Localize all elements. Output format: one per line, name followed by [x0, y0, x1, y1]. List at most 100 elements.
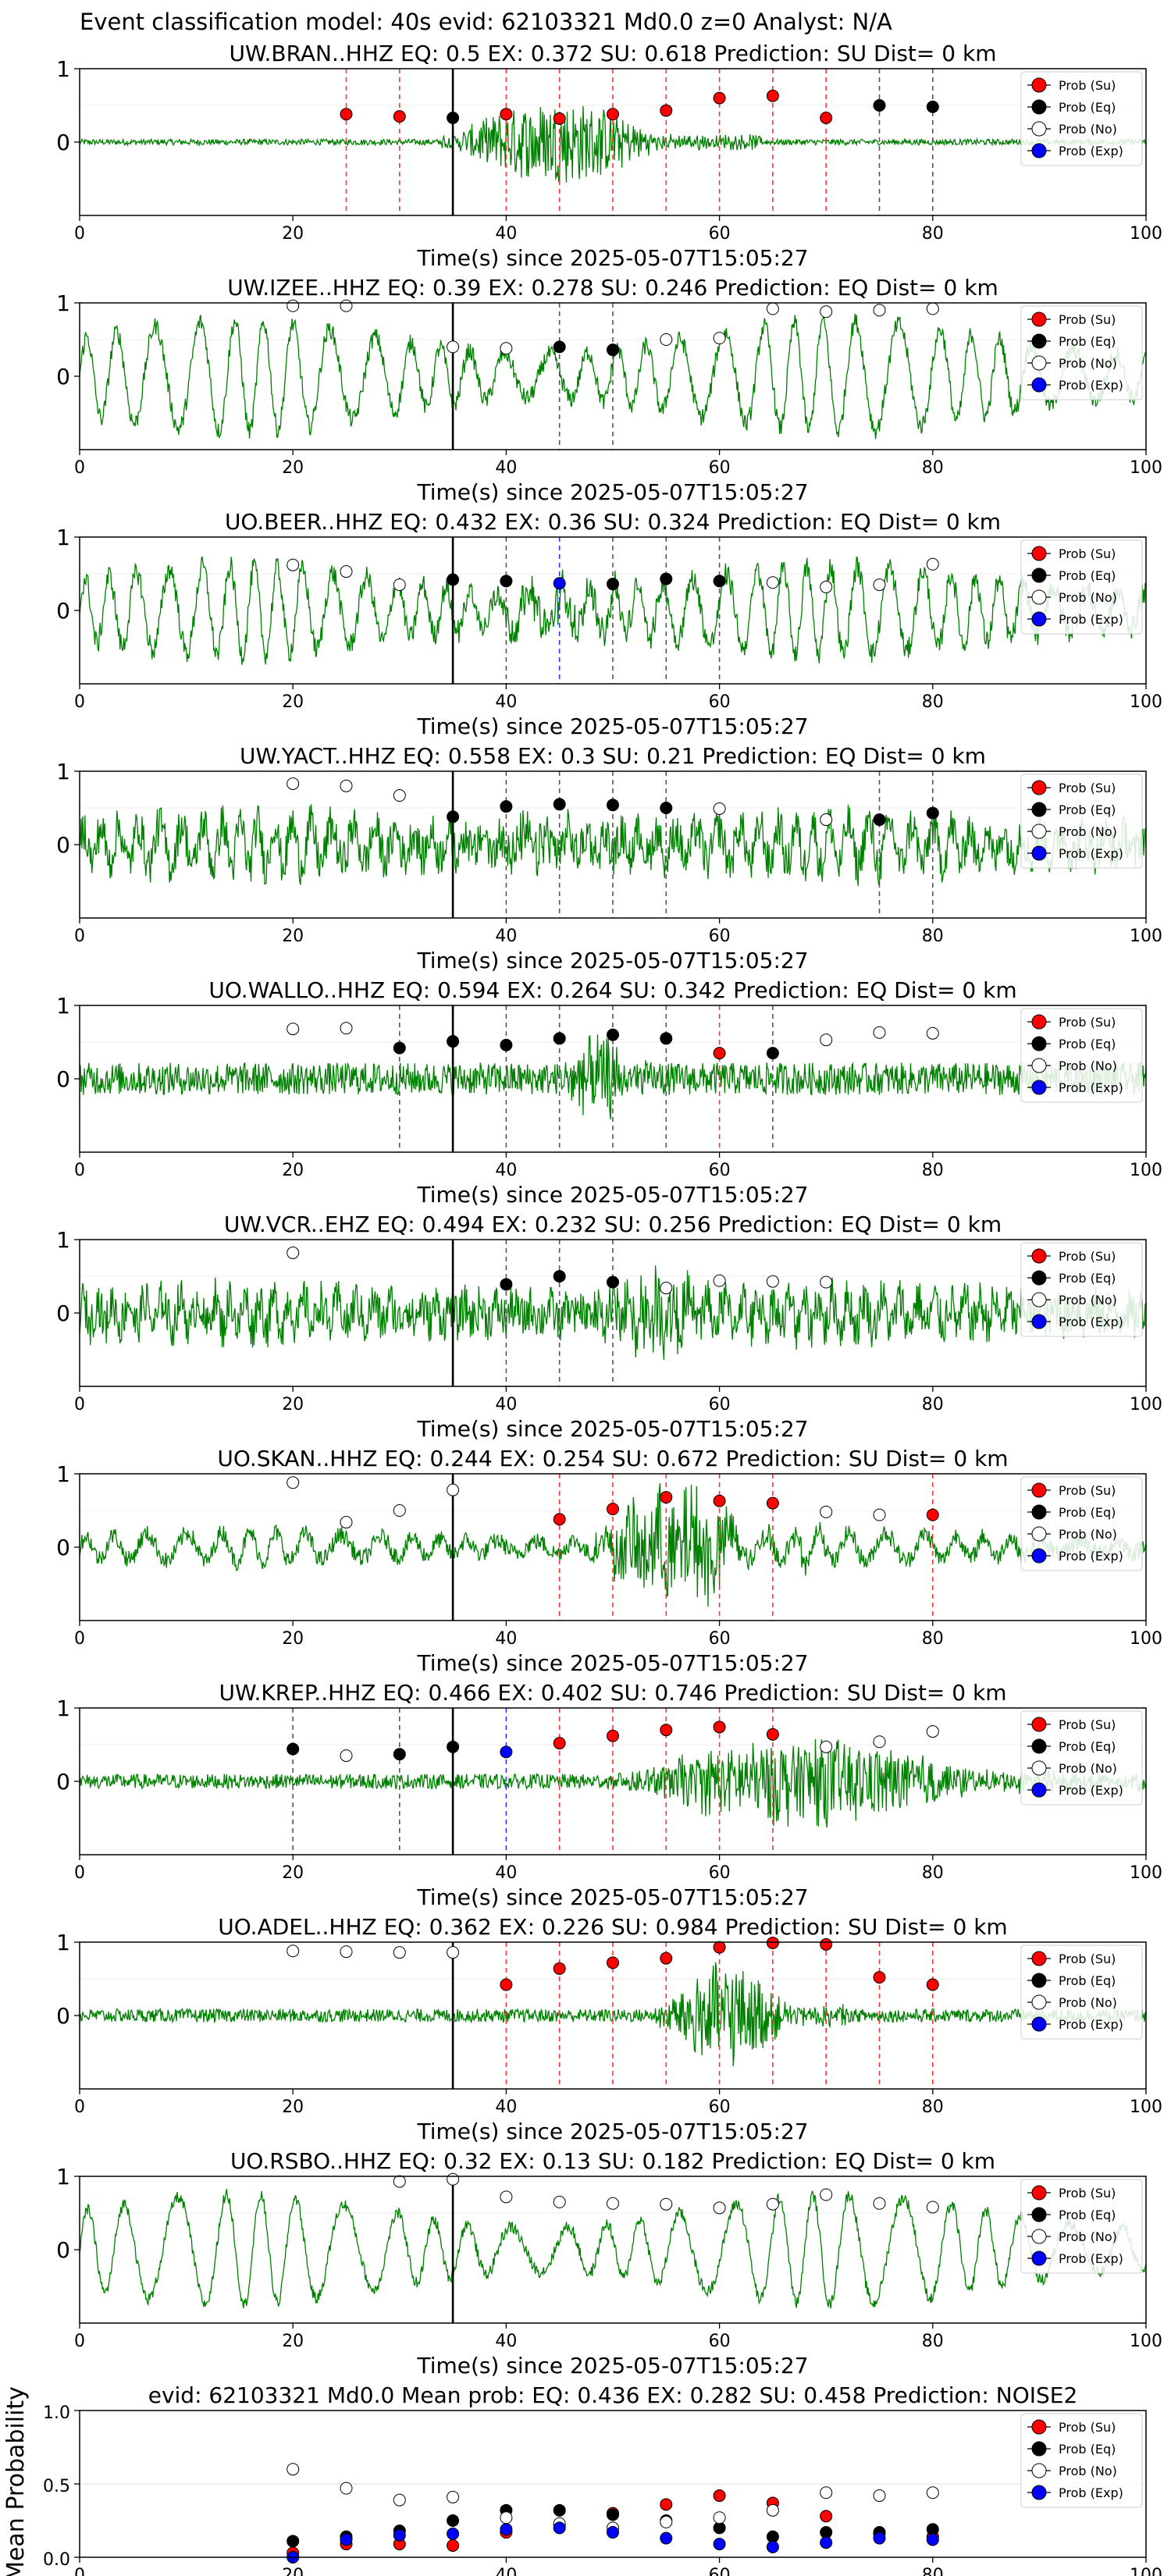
prob-point: [820, 1937, 833, 1951]
legend-label: Prob (Su): [1059, 781, 1116, 795]
prob-point: [393, 2175, 406, 2188]
legend-label: Prob (Exp): [1059, 2485, 1123, 2500]
x-tick-label: 80: [922, 1629, 944, 1649]
legend-box: [1020, 1476, 1143, 1571]
mean-prob-point: [820, 2536, 833, 2549]
chart-title: evid: 62103321 Md0.0 Mean prob: EQ: 0.43…: [148, 2382, 1078, 2408]
prob-point: [926, 302, 939, 315]
legend-label: Prob (No): [1059, 1995, 1117, 2010]
prob-point: [926, 806, 939, 820]
legend-box: [1020, 774, 1143, 869]
mean-prob-point: [607, 2526, 619, 2539]
x-tick-label: 100: [1130, 1629, 1162, 1649]
mean-prob-point: [340, 2482, 353, 2495]
prob-point: [660, 1952, 673, 1965]
x-tick-label: 40: [495, 458, 517, 478]
legend-label: Prob (Su): [1059, 1015, 1116, 1030]
prob-point: [607, 1276, 619, 1289]
prob-point: [873, 99, 886, 112]
prob-point: [607, 108, 619, 121]
prob-point: [393, 110, 406, 123]
legend-marker: [1031, 99, 1047, 115]
prob-point: [713, 91, 726, 105]
legend-label: Prob (Eq): [1059, 2442, 1116, 2457]
prob-point: [287, 1476, 300, 1489]
x-tick-label: 40: [495, 2097, 517, 2117]
prob-point: [713, 332, 726, 345]
prob-point: [340, 565, 353, 578]
prob-point: [766, 89, 779, 102]
legend-label: Prob (No): [1059, 1293, 1117, 1308]
x-tick-label: 0: [74, 1395, 85, 1414]
prob-point: [287, 777, 300, 790]
legend-marker: [1031, 546, 1047, 561]
prob-point: [873, 578, 886, 592]
prob-point: [713, 1274, 726, 1287]
legend-label: Prob (No): [1059, 122, 1117, 137]
x-tick-label: 20: [282, 2097, 304, 2117]
mean-prob-point: [553, 2503, 566, 2517]
x-tick-label: 60: [709, 224, 731, 244]
prob-point: [340, 1749, 353, 1763]
legend-marker: [1031, 1504, 1047, 1520]
prob-point: [766, 1275, 779, 1288]
chart-panel: UW.KREP..HHZ EQ: 0.466 EX: 0.402 SU: 0.7…: [56, 1680, 1162, 1910]
chart-title: UO.WALLO..HHZ EQ: 0.594 EX: 0.264 SU: 0.…: [208, 977, 1016, 1003]
prob-point: [766, 1047, 779, 1060]
legend-marker: [1031, 1270, 1047, 1286]
legend-box: [1020, 71, 1143, 166]
prob-point: [500, 342, 513, 355]
prob-point: [926, 1508, 939, 1521]
legend-label: Prob (Su): [1059, 2186, 1116, 2201]
waveform-trace: [79, 804, 1147, 886]
legend-label: Prob (Eq): [1059, 100, 1116, 115]
mean-prob-point: [820, 2486, 833, 2500]
chart-title: UO.ADEL..HHZ EQ: 0.362 EX: 0.226 SU: 0.9…: [218, 1914, 1007, 1940]
x-tick-label: 100: [1130, 1161, 1162, 1180]
prob-point: [873, 1971, 886, 1984]
x-tick-label: 60: [709, 2566, 731, 2576]
chart-title: UO.RSBO..HHZ EQ: 0.32 EX: 0.13 SU: 0.182…: [230, 2148, 995, 2174]
x-axis-label: Time(s) since 2025-05-07T15:05:27: [416, 2119, 808, 2144]
chart-panel: UO.RSBO..HHZ EQ: 0.32 EX: 0.13 SU: 0.182…: [56, 2148, 1162, 2379]
legend-label: Prob (Su): [1059, 2420, 1116, 2435]
legend-marker: [1031, 143, 1047, 158]
prob-point: [340, 1022, 353, 1035]
legend-label: Prob (No): [1059, 2464, 1117, 2478]
legend-marker: [1031, 802, 1047, 817]
prob-point: [500, 575, 513, 588]
mean-prob-point: [447, 2527, 460, 2540]
legend-marker: [1031, 1248, 1047, 1264]
x-tick-label: 80: [922, 1863, 944, 1883]
x-axis-label: Time(s) since 2025-05-07T15:05:27: [416, 713, 808, 739]
mean-prob-point: [713, 2489, 726, 2503]
x-tick-label: 60: [709, 2332, 731, 2351]
prob-point: [926, 557, 939, 571]
legend-label: Prob (Eq): [1059, 1739, 1116, 1754]
x-tick-label: 100: [1130, 692, 1162, 712]
waveform-trace: [79, 1034, 1147, 1120]
x-tick-label: 20: [282, 692, 304, 712]
prob-point: [447, 1035, 460, 1048]
legend-marker: [1031, 1717, 1047, 1732]
mean-prob-point: [607, 2508, 619, 2521]
legend-label: Prob (No): [1059, 590, 1117, 605]
prob-point: [820, 1505, 833, 1518]
prob-point: [287, 1246, 300, 1259]
waveform-trace: [79, 1962, 1147, 2066]
mean-prob-point: [820, 2510, 833, 2523]
legend-marker: [1031, 121, 1047, 137]
prob-point: [820, 2188, 833, 2201]
x-tick-label: 0: [74, 2332, 85, 2351]
chart-panel: UW.BRAN..HHZ EQ: 0.5 EX: 0.372 SU: 0.618…: [56, 41, 1162, 271]
prob-point: [766, 302, 779, 315]
legend-marker: [1031, 1973, 1047, 1988]
legend-marker: [1031, 77, 1047, 93]
prob-point: [713, 1494, 726, 1507]
legend-marker: [1031, 1036, 1047, 1051]
x-tick-label: 60: [709, 692, 731, 712]
y-tick-label: 0: [56, 2237, 70, 2263]
x-tick-label: 60: [709, 1161, 731, 1180]
prob-point: [713, 1047, 726, 1060]
legend-box: [1020, 539, 1143, 635]
